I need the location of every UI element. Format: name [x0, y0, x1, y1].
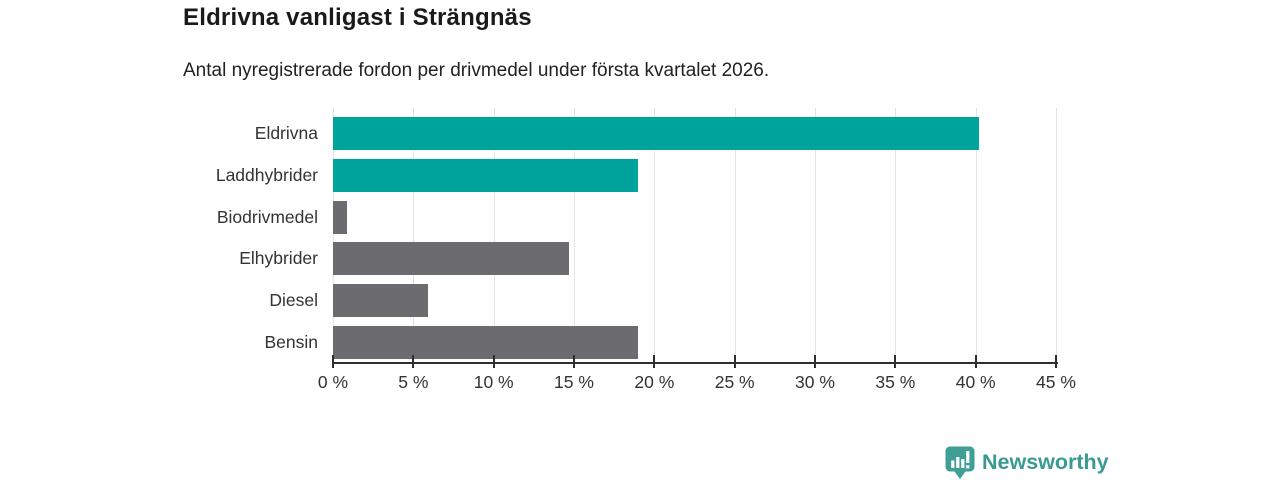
x-tick-label: 35 % — [875, 372, 916, 392]
x-tick-label: 25 % — [714, 372, 755, 392]
x-tick-mark — [1055, 355, 1057, 368]
gridline — [333, 108, 334, 363]
chart-title: Eldrivna vanligast i Strängnäs — [183, 4, 532, 31]
x-tick-mark — [492, 355, 495, 368]
bar-row — [333, 113, 1056, 155]
gridline — [654, 108, 656, 363]
x-tick-label: 10 % — [473, 372, 514, 392]
x-tick-label: 40 % — [955, 372, 996, 392]
bar-biodrivmedel — [333, 200, 348, 234]
bar-row — [333, 155, 1056, 197]
x-tick-label: 30 % — [795, 372, 835, 392]
category-label-laddhybrider: Laddhybrider — [215, 165, 318, 185]
gridline — [574, 108, 575, 363]
x-tick-mark — [412, 355, 415, 368]
gridline — [895, 108, 897, 363]
gridline — [413, 108, 415, 363]
bar-row — [333, 321, 1056, 363]
plot-area — [333, 108, 1057, 363]
bar-row — [333, 196, 1056, 238]
x-tick-mark — [573, 355, 575, 368]
x-tick-label: 15 % — [554, 372, 594, 392]
brand-wordmark: Newsworthy — [982, 449, 1109, 474]
category-label-eldrivna: Eldrivna — [254, 123, 318, 144]
bar-diesel — [333, 284, 428, 318]
gridline — [815, 108, 816, 363]
category-label-biodrivmedel: Biodrivmedel — [216, 206, 318, 227]
gridline — [734, 108, 736, 363]
bar-elhybrider — [333, 242, 570, 276]
gridline — [975, 108, 977, 363]
category-label-elhybrider: Elhybrider — [239, 248, 318, 269]
x-axis-line — [332, 362, 1058, 364]
brand-footer: Newsworthy — [945, 446, 1109, 480]
x-tick-mark — [332, 355, 334, 368]
bar-laddhybrider — [333, 159, 639, 192]
x-tick-mark — [974, 355, 977, 368]
bar-eldrivna — [333, 117, 979, 151]
x-tick-label: 20 % — [634, 372, 675, 392]
y-axis-category-labels: Eldrivna Laddhybrider Biodrivmedel Elhybrid… — [0, 113, 318, 363]
x-tick-label: 45 % — [1036, 372, 1076, 392]
newsworthy-bubble-barchart-icon — [945, 446, 975, 479]
bar-bensin — [333, 325, 639, 359]
x-tick-mark — [894, 355, 897, 368]
chart-subtitle: Antal nyregistrerade fordon per drivmede… — [183, 60, 770, 81]
x-tick-mark — [733, 355, 736, 368]
category-label-diesel: Diesel — [269, 290, 318, 311]
bar-row — [333, 238, 1056, 280]
x-tick-label: 0 % — [317, 372, 349, 392]
bar-series — [333, 113, 1056, 363]
bar-row — [333, 280, 1056, 322]
x-tick-mark — [653, 355, 656, 368]
gridline — [1056, 108, 1057, 363]
x-tick-label: 5 % — [398, 372, 429, 392]
gridline — [493, 108, 495, 363]
x-tick-mark — [814, 355, 816, 368]
category-label-bensin: Bensin — [264, 331, 318, 352]
